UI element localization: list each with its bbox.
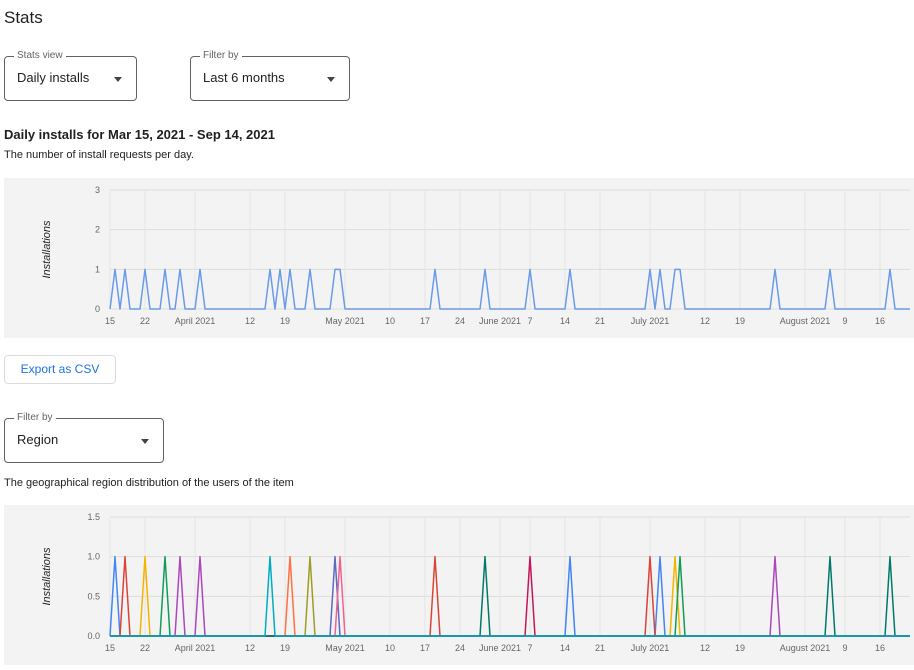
x-tick-label: 9	[842, 316, 847, 326]
y-tick-label: 0.5	[87, 591, 100, 601]
x-tick-label: 16	[875, 643, 885, 653]
x-tick-label: 7	[527, 316, 532, 326]
page-title: Stats	[4, 8, 43, 27]
data-line	[109, 555, 910, 637]
data-line	[110, 555, 910, 637]
chart-subtitle: The number of install requests per day.	[4, 149, 194, 161]
y-tick-label: 1.5	[87, 512, 100, 522]
x-tick-label: May 2021	[325, 643, 365, 653]
stats-view-select[interactable]: Stats view Daily installs	[4, 50, 137, 101]
period-select[interactable]: Filter by Last 6 months	[190, 50, 350, 101]
x-tick-label: 12	[700, 316, 710, 326]
x-tick-label: 17	[420, 643, 430, 653]
x-tick-label: 12	[245, 316, 255, 326]
x-tick-label: 9	[842, 643, 847, 653]
data-line	[109, 268, 910, 310]
x-tick-label: 19	[735, 316, 745, 326]
dropdown-arrow	[141, 439, 149, 444]
x-tick-label: 12	[245, 643, 255, 653]
x-tick-label: July 2021	[631, 316, 670, 326]
x-tick-label: 10	[385, 316, 395, 326]
y-axis-label: Installations	[41, 547, 53, 606]
region-select[interactable]: Filter by Region	[4, 412, 164, 463]
x-tick-label: 15	[105, 643, 115, 653]
select-value: Last 6 months	[203, 70, 285, 85]
x-tick-label: 22	[140, 643, 150, 653]
y-axis-label: Installations	[41, 220, 53, 279]
export-button[interactable]: Export as CSV	[4, 355, 116, 384]
x-tick-label: August 2021	[780, 316, 831, 326]
x-tick-label: 21	[595, 316, 605, 326]
y-tick-label: 3	[95, 185, 100, 195]
x-tick-label: August 2021	[780, 643, 831, 653]
chart-background	[4, 178, 914, 338]
x-tick-label: 21	[595, 643, 605, 653]
x-tick-label: 17	[420, 316, 430, 326]
select-label: Filter by	[14, 412, 56, 424]
x-tick-label: 14	[560, 643, 570, 653]
y-tick-label: 1	[95, 264, 100, 274]
select-value: Daily installs	[17, 70, 90, 85]
x-tick-label: 19	[280, 643, 290, 653]
x-tick-label: 24	[455, 316, 465, 326]
x-tick-label: April 2021	[175, 643, 216, 653]
x-tick-label: 24	[455, 643, 465, 653]
chart-subtitle: The geographical region distribution of …	[4, 477, 294, 489]
x-tick-label: 19	[735, 643, 745, 653]
x-tick-label: May 2021	[325, 316, 365, 326]
chart-title: Daily installs for Mar 15, 2021 - Sep 14…	[4, 127, 275, 142]
y-tick-label: 2	[95, 225, 100, 235]
x-tick-label: 22	[140, 316, 150, 326]
select-label: Stats view	[14, 50, 66, 62]
y-tick-label: 1.0	[87, 552, 100, 562]
x-tick-label: 19	[280, 316, 290, 326]
select-value: Region	[17, 432, 59, 447]
x-tick-label: June 2021	[479, 316, 521, 326]
chart: 0.0 0.5 1.0 1.5 15 22 April 2021 12 19 May 2021 10…	[4, 505, 914, 665]
x-tick-label: 10	[385, 643, 395, 653]
x-tick-label: 16	[875, 316, 885, 326]
data-line	[110, 555, 910, 637]
x-tick-label: 15	[105, 316, 115, 326]
x-tick-label: 12	[700, 643, 710, 653]
select-label: Filter by	[200, 50, 242, 62]
dropdown-arrow	[114, 77, 122, 82]
chart-background	[4, 505, 914, 665]
data-line	[110, 555, 910, 637]
x-tick-label: 14	[560, 316, 570, 326]
y-tick-label: 0	[95, 304, 100, 314]
x-tick-label: July 2021	[631, 643, 670, 653]
y-tick-label: 0.0	[87, 631, 100, 641]
x-tick-label: June 2021	[479, 643, 521, 653]
x-tick-label: April 2021	[175, 316, 216, 326]
data-line	[110, 555, 910, 637]
dropdown-arrow	[327, 77, 335, 82]
x-tick-label: 7	[527, 643, 532, 653]
